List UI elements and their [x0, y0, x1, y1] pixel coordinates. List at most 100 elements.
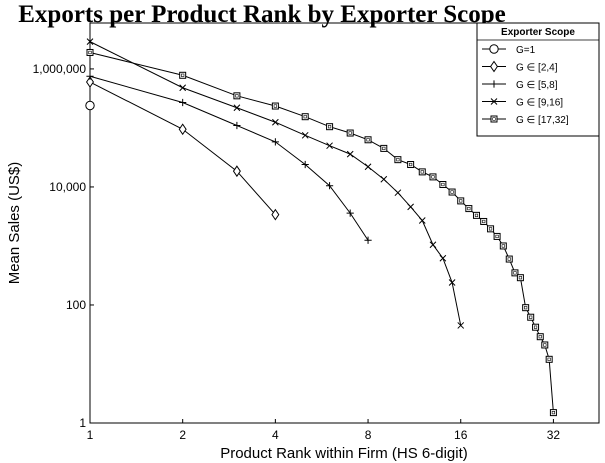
- legend-label: G ∈ [9,16]: [516, 98, 563, 109]
- y-tick-label: 10,000: [49, 180, 86, 194]
- series-4-point: [418, 217, 426, 224]
- series-5-point-outer: [480, 217, 488, 225]
- plot-frame: [89, 22, 600, 424]
- legend-marker: [489, 60, 499, 73]
- series-5-point-inner: [420, 170, 424, 174]
- series-5-point-inner: [474, 213, 479, 217]
- legend-marker: [489, 44, 499, 54]
- axes: 1 2 4 8 16 32 1 100 10,000 1,000,000: [33, 62, 561, 442]
- series-4-point: [346, 150, 354, 158]
- series-5-point-inner: [529, 315, 533, 319]
- series-5-point-outer: [407, 161, 415, 169]
- x-tick-label: 16: [454, 428, 468, 442]
- series-5-point-outer: [233, 92, 241, 100]
- series-5-point-inner: [495, 234, 499, 239]
- series-2-point: [232, 165, 241, 178]
- series-5-point-inner: [467, 206, 471, 211]
- series-5-point-outer: [394, 156, 402, 164]
- series-5-point-outer: [472, 211, 480, 219]
- series-5-point-inner: [518, 276, 523, 280]
- series-5-point: [86, 48, 94, 56]
- legend-label: G=1: [516, 45, 536, 56]
- series-5-point: [418, 168, 426, 176]
- series-5-point: [380, 144, 388, 152]
- legend-marker: [490, 98, 498, 105]
- series-5-point: [480, 217, 488, 225]
- series-2-point: [271, 208, 280, 221]
- series-5-point: [394, 156, 402, 164]
- legend-item: G ∈ [17,32]: [482, 115, 569, 126]
- series-5-point: [522, 304, 530, 312]
- legend: Exporter Scope G=1 G ∈ [2,4] G ∈ [5,8] G ∈ …: [476, 22, 600, 137]
- series-4-point: [429, 241, 437, 249]
- series-5-point: [429, 173, 437, 181]
- series-5-point-inner: [441, 182, 445, 187]
- legend-item: G ∈ [5,8]: [482, 80, 558, 91]
- x-tick-label: 1: [87, 428, 94, 442]
- series-5-point-inner: [513, 271, 517, 275]
- y-tick-label: 100: [66, 298, 86, 312]
- x-tick-label: 8: [365, 428, 372, 442]
- series-5-point-outer: [527, 313, 535, 321]
- series-5-point-inner: [459, 199, 463, 203]
- series-5-point-outer: [511, 269, 519, 277]
- legend-item: G ∈ [2,4]: [482, 60, 558, 74]
- series-5-point-inner: [524, 306, 528, 310]
- series-5-point-inner: [450, 190, 454, 194]
- series-5-point: [493, 232, 501, 240]
- series-5-point-outer: [439, 181, 447, 189]
- series-3-point: [301, 160, 309, 169]
- legend-label: G ∈ [2,4]: [516, 63, 558, 74]
- series-5-point-inner: [303, 115, 307, 119]
- series-5-point-inner: [501, 244, 505, 248]
- series-5: [86, 48, 557, 417]
- series-5-point: [301, 113, 309, 121]
- series-5-point: [511, 269, 519, 277]
- series-2: [85, 76, 280, 221]
- series-4-point: [233, 104, 241, 112]
- series-5-point: [457, 197, 465, 205]
- series-3-point: [346, 209, 354, 217]
- series-5-point-outer: [326, 123, 334, 131]
- series-5-point: [527, 313, 535, 321]
- y-tick-label: 1: [79, 416, 86, 430]
- legend-label: G ∈ [5,8]: [516, 80, 558, 91]
- series-4-point: [380, 175, 388, 183]
- series-5-point-outer: [364, 136, 372, 144]
- legend-item: G=1: [482, 44, 536, 56]
- series-5-point: [549, 409, 557, 417]
- series-5-point-outer: [536, 333, 544, 341]
- series-5-point-outer: [86, 48, 94, 56]
- series-5-point: [541, 341, 549, 349]
- legend-marker-outer: [490, 115, 498, 123]
- series-3-point: [271, 138, 279, 146]
- series-5-point: [532, 323, 540, 331]
- series-5-point-outer: [418, 168, 426, 176]
- series-layer: [85, 38, 557, 417]
- series-5-point-inner: [327, 125, 332, 129]
- series-5-point-outer: [541, 341, 549, 349]
- chart-title: Exports per Product Rank by Exporter Sco…: [18, 1, 506, 28]
- series-5-point-outer: [380, 144, 388, 152]
- series-5-point: [233, 92, 241, 100]
- series-5-point-inner: [538, 335, 542, 339]
- series-5-point: [465, 205, 473, 213]
- series-5-point: [407, 161, 415, 169]
- series-5-point-inner: [551, 411, 556, 415]
- series-5-point: [179, 71, 187, 79]
- series-5-point-outer: [429, 173, 437, 181]
- series-4-point: [407, 203, 414, 211]
- series-5-point: [487, 225, 495, 233]
- series-5-point-inner: [235, 94, 239, 98]
- series-5-point-outer: [346, 129, 354, 137]
- series-4-point: [364, 163, 372, 171]
- series-5-point: [326, 123, 334, 131]
- series-5-point: [545, 355, 553, 363]
- series-3-point: [325, 182, 334, 190]
- x-tick-label: 4: [272, 428, 279, 442]
- series-5-point-outer: [271, 102, 279, 110]
- x-axis-label: Product Rank within Firm (HS 6-digit): [220, 445, 468, 462]
- series-5-point-outer: [532, 323, 540, 331]
- series-2-line: [89, 81, 276, 215]
